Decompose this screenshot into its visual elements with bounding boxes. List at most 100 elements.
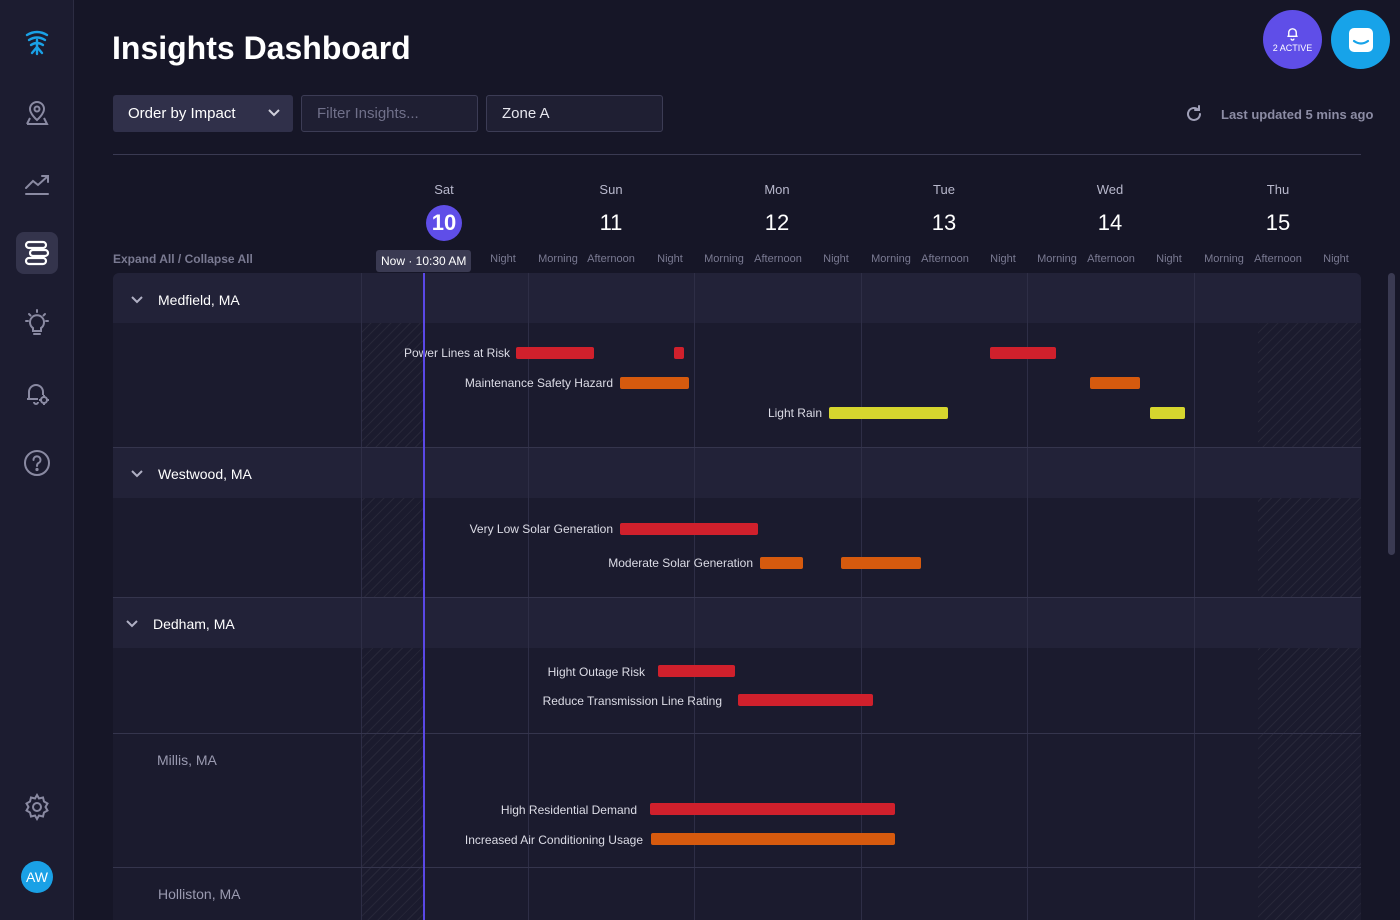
order-by-value: Order by Impact bbox=[128, 105, 236, 122]
insight-bar[interactable] bbox=[620, 377, 689, 389]
day-header-wed[interactable]: Wed 14 bbox=[1070, 182, 1150, 241]
refresh-icon[interactable] bbox=[1184, 104, 1204, 124]
period-label: Night bbox=[990, 253, 1016, 265]
day-header-thu[interactable]: Thu 15 bbox=[1238, 182, 1318, 241]
bell-icon bbox=[1287, 28, 1298, 41]
period-label: Afternoon bbox=[587, 253, 635, 265]
lightbulb-icon[interactable] bbox=[16, 302, 58, 344]
insight-bar[interactable] bbox=[738, 694, 873, 706]
insight-label: Maintenance Safety Hazard bbox=[464, 376, 613, 390]
period-label: Night bbox=[1323, 253, 1349, 265]
notifications-count: 2 ACTIVE bbox=[1272, 43, 1313, 53]
period-label: Morning bbox=[1037, 253, 1077, 265]
chevron-down-icon[interactable] bbox=[130, 295, 144, 305]
insight-bar[interactable] bbox=[658, 665, 735, 677]
group-divider bbox=[113, 447, 1361, 448]
day-name: Mon bbox=[764, 182, 790, 197]
insight-bar[interactable] bbox=[841, 557, 921, 569]
group-title-dedham[interactable]: Dedham, MA bbox=[153, 616, 235, 632]
chat-button[interactable] bbox=[1331, 10, 1390, 69]
group-title-medfield[interactable]: Medfield, MA bbox=[158, 292, 240, 308]
insight-bar[interactable] bbox=[1150, 407, 1185, 419]
period-label: Morning bbox=[871, 253, 911, 265]
chevron-down-icon[interactable] bbox=[130, 469, 144, 479]
period-label: Morning bbox=[704, 253, 744, 265]
insights-icon[interactable] bbox=[16, 232, 58, 274]
insight-bar[interactable] bbox=[516, 347, 594, 359]
grid-line bbox=[528, 273, 529, 920]
day-name: Tue bbox=[933, 182, 955, 197]
day-name: Wed bbox=[1096, 182, 1124, 197]
insight-bar[interactable] bbox=[1090, 377, 1140, 389]
last-updated-text: Last updated 5 mins ago bbox=[1221, 107, 1374, 122]
insight-bar[interactable] bbox=[650, 803, 895, 815]
scrollbar[interactable] bbox=[1388, 273, 1395, 555]
chevron-down-icon[interactable] bbox=[125, 619, 139, 629]
period-label: Afternoon bbox=[754, 253, 802, 265]
order-by-select[interactable]: Order by Impact bbox=[113, 95, 293, 132]
help-icon[interactable] bbox=[16, 442, 58, 484]
avatar[interactable]: AW bbox=[21, 861, 53, 893]
insight-bar[interactable] bbox=[674, 347, 684, 359]
day-name: Sat bbox=[434, 182, 454, 197]
grid-line bbox=[361, 273, 362, 920]
insight-label: Moderate Solar Generation bbox=[608, 556, 753, 570]
day-header-sat[interactable]: Sat 10 bbox=[404, 182, 484, 241]
group-header[interactable] bbox=[113, 598, 1361, 648]
period-label: Morning bbox=[1204, 253, 1244, 265]
day-header-tue[interactable]: Tue 13 bbox=[904, 182, 984, 241]
insight-label: Power Lines at Risk bbox=[403, 346, 510, 360]
group-title-holliston[interactable]: Holliston, MA bbox=[158, 886, 241, 902]
day-name: Thu bbox=[1266, 182, 1290, 197]
now-line bbox=[423, 273, 425, 920]
group-header[interactable] bbox=[113, 273, 1361, 323]
day-number: 15 bbox=[1265, 210, 1291, 235]
grid-line bbox=[861, 273, 862, 920]
group-divider bbox=[113, 733, 1361, 734]
insight-label: Increased Air Conditioning Usage bbox=[464, 833, 643, 847]
day-number: 14 bbox=[1097, 210, 1123, 235]
group-title-millis[interactable]: Millis, MA bbox=[157, 752, 217, 768]
grid-line bbox=[1194, 273, 1195, 920]
group-title-westwood[interactable]: Westwood, MA bbox=[158, 466, 252, 482]
grid-line bbox=[694, 273, 695, 920]
expand-collapse-all-link[interactable]: Expand All / Collapse All bbox=[113, 252, 253, 266]
alert-settings-icon[interactable] bbox=[16, 372, 58, 414]
period-label: Afternoon bbox=[1254, 253, 1302, 265]
insight-label: Light Rain bbox=[767, 406, 822, 420]
insight-bar[interactable] bbox=[990, 347, 1056, 359]
trend-icon[interactable] bbox=[16, 162, 58, 204]
day-name: Sun bbox=[599, 182, 623, 197]
period-label: Afternoon bbox=[1087, 253, 1135, 265]
past-hatch bbox=[361, 273, 423, 920]
chevron-down-icon bbox=[268, 109, 280, 117]
zone-input[interactable] bbox=[486, 95, 663, 132]
day-number: 12 bbox=[764, 210, 790, 235]
insight-bar[interactable] bbox=[760, 557, 803, 569]
insight-bar[interactable] bbox=[829, 407, 948, 419]
insight-bar[interactable] bbox=[620, 523, 758, 535]
grid-line bbox=[1027, 273, 1028, 920]
timeline-grid: Medfield, MA Power Lines at Risk Mainten… bbox=[113, 273, 1361, 920]
map-pin-icon[interactable] bbox=[16, 92, 58, 134]
page-title: Insights Dashboard bbox=[112, 30, 411, 66]
day-number: 11 bbox=[599, 210, 623, 235]
day-number: 13 bbox=[931, 210, 957, 235]
notifications-button[interactable]: 2 ACTIVE bbox=[1263, 10, 1322, 69]
insight-label: Very Low Solar Generation bbox=[469, 522, 613, 536]
settings-icon[interactable] bbox=[16, 786, 58, 828]
group-divider bbox=[113, 867, 1361, 868]
header-divider bbox=[113, 154, 1361, 155]
filter-insights-input[interactable] bbox=[301, 95, 478, 132]
day-header-mon[interactable]: Mon 12 bbox=[737, 182, 817, 241]
insight-label: High Residential Demand bbox=[500, 803, 637, 817]
period-label: Night bbox=[657, 253, 683, 265]
day-header-sun[interactable]: Sun 11 bbox=[571, 182, 651, 241]
insight-bar[interactable] bbox=[651, 833, 895, 845]
group-header[interactable] bbox=[113, 448, 1361, 498]
logo-icon[interactable] bbox=[16, 22, 58, 64]
chat-icon bbox=[1348, 27, 1373, 52]
group-divider bbox=[113, 597, 1361, 598]
insight-label: Hight Outage Risk bbox=[547, 665, 645, 679]
period-label: Night bbox=[823, 253, 849, 265]
